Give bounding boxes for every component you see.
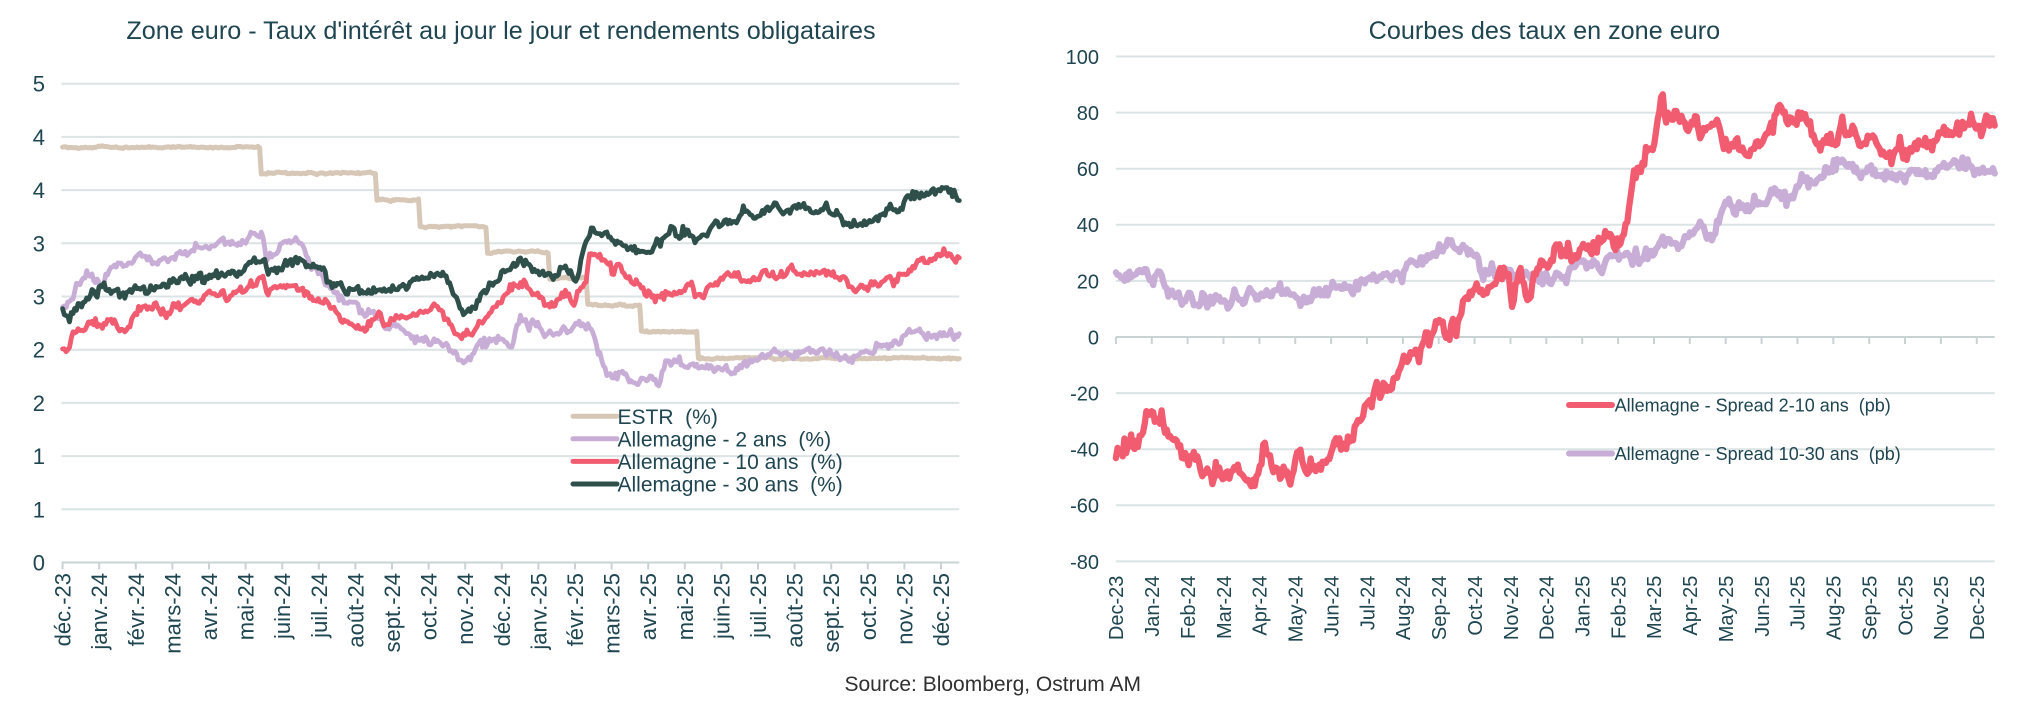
svg-text:Oct-24: Oct-24: [1465, 576, 1487, 636]
svg-text:juil.-25: juil.-25: [746, 573, 771, 639]
svg-text:Jun-25: Jun-25: [1752, 576, 1774, 637]
svg-text:Aug-25: Aug-25: [1824, 576, 1846, 641]
svg-text:1: 1: [33, 444, 45, 469]
svg-text:Jul-24: Jul-24: [1357, 576, 1379, 630]
svg-text:60: 60: [1077, 159, 1099, 181]
svg-text:Jul-25: Jul-25: [1788, 576, 1810, 630]
svg-text:-40: -40: [1070, 440, 1099, 462]
svg-text:Allemagne - Spread 2-10 ans (: Allemagne - Spread 2-10 ans (pb): [1615, 396, 1891, 416]
svg-text:avr.-25: avr.-25: [636, 573, 661, 640]
svg-text:nov.-24: nov.-24: [453, 573, 478, 645]
svg-text:Feb-24: Feb-24: [1178, 576, 1200, 639]
svg-text:20: 20: [1077, 271, 1099, 293]
svg-text:4: 4: [33, 125, 45, 150]
svg-text:mai-24: mai-24: [234, 573, 259, 640]
svg-text:mai-25: mai-25: [673, 573, 698, 640]
svg-text:-80: -80: [1070, 552, 1099, 574]
svg-text:-20: -20: [1070, 384, 1099, 406]
svg-text:août-25: août-25: [783, 573, 808, 648]
svg-text:juin-25: juin-25: [709, 573, 734, 640]
svg-text:Nov-24: Nov-24: [1501, 576, 1523, 640]
svg-text:janv.-25: janv.-25: [526, 573, 551, 651]
svg-text:0: 0: [33, 551, 45, 576]
svg-text:3: 3: [33, 231, 45, 256]
svg-text:Sep-24: Sep-24: [1429, 576, 1451, 641]
svg-text:févr.-24: févr.-24: [124, 573, 149, 646]
svg-text:Apr-24: Apr-24: [1250, 576, 1272, 636]
svg-text:Allemagne - Spread 10-30 ans: Allemagne - Spread 10-30 ans (pb): [1615, 444, 1901, 464]
svg-text:Courbes des taux en zone euro: Courbes des taux en zone euro: [1369, 17, 1720, 45]
svg-text:Mar-25: Mar-25: [1644, 576, 1666, 639]
svg-text:40: 40: [1077, 215, 1099, 237]
svg-text:May-24: May-24: [1286, 576, 1308, 643]
svg-text:2: 2: [33, 338, 45, 363]
svg-text:sept.-25: sept.-25: [819, 573, 844, 653]
svg-text:déc.-24: déc.-24: [490, 573, 515, 646]
svg-text:Zone euro - Taux d'intérêt au: Zone euro - Taux d'intérêt au jour le jo…: [126, 17, 875, 45]
svg-text:Jan-24: Jan-24: [1142, 576, 1164, 637]
svg-text:3: 3: [33, 285, 45, 310]
svg-text:5: 5: [33, 72, 45, 97]
svg-text:déc.-25: déc.-25: [929, 573, 954, 646]
svg-text:Sep-25: Sep-25: [1860, 576, 1882, 641]
svg-text:4: 4: [33, 178, 45, 203]
svg-text:Mar-24: Mar-24: [1214, 576, 1236, 639]
svg-text:juil.-24: juil.-24: [307, 573, 332, 639]
svg-text:avr.-24: avr.-24: [197, 573, 222, 640]
svg-text:2: 2: [33, 391, 45, 416]
svg-text:Oct-25: Oct-25: [1895, 576, 1917, 636]
svg-text:mars-24: mars-24: [160, 573, 185, 654]
svg-text:oct.-24: oct.-24: [417, 573, 442, 640]
svg-text:-60: -60: [1070, 496, 1099, 518]
svg-text:Allemagne - 10 ans (%): Allemagne - 10 ans (%): [618, 451, 843, 474]
svg-text:80: 80: [1077, 103, 1099, 125]
svg-text:Jun-24: Jun-24: [1321, 576, 1343, 637]
svg-text:févr.-25: févr.-25: [563, 573, 588, 646]
svg-text:Allemagne - 2 ans (%): Allemagne - 2 ans (%): [618, 428, 832, 451]
svg-text:déc.-23: déc.-23: [51, 573, 76, 646]
svg-text:Allemagne - 30 ans (%): Allemagne - 30 ans (%): [618, 474, 843, 497]
svg-text:Aug-24: Aug-24: [1393, 576, 1415, 641]
svg-text:0: 0: [1088, 327, 1099, 349]
svg-text:oct.-25: oct.-25: [856, 573, 881, 640]
svg-text:juin-24: juin-24: [270, 573, 295, 640]
svg-text:Nov-25: Nov-25: [1931, 576, 1953, 640]
svg-text:100: 100: [1066, 47, 1099, 69]
svg-text:ESTR (%): ESTR (%): [618, 406, 718, 429]
svg-text:sept.-24: sept.-24: [380, 573, 405, 653]
svg-text:May-25: May-25: [1716, 576, 1738, 643]
svg-text:Source: Bloomberg, Ostrum AM: Source: Bloomberg, Ostrum AM: [845, 673, 1141, 696]
svg-text:1: 1: [33, 497, 45, 522]
svg-text:mars-25: mars-25: [600, 573, 625, 654]
svg-text:janv.-24: janv.-24: [87, 573, 112, 651]
svg-text:nov.-25: nov.-25: [892, 573, 917, 645]
svg-text:Dec-23: Dec-23: [1106, 576, 1128, 640]
svg-text:août-24: août-24: [343, 573, 368, 648]
svg-text:Apr-25: Apr-25: [1680, 576, 1702, 636]
svg-text:Dec-24: Dec-24: [1537, 576, 1559, 640]
svg-text:Jan-25: Jan-25: [1573, 576, 1595, 637]
svg-text:Dec-25: Dec-25: [1967, 576, 1989, 640]
svg-text:Feb-25: Feb-25: [1608, 576, 1630, 639]
